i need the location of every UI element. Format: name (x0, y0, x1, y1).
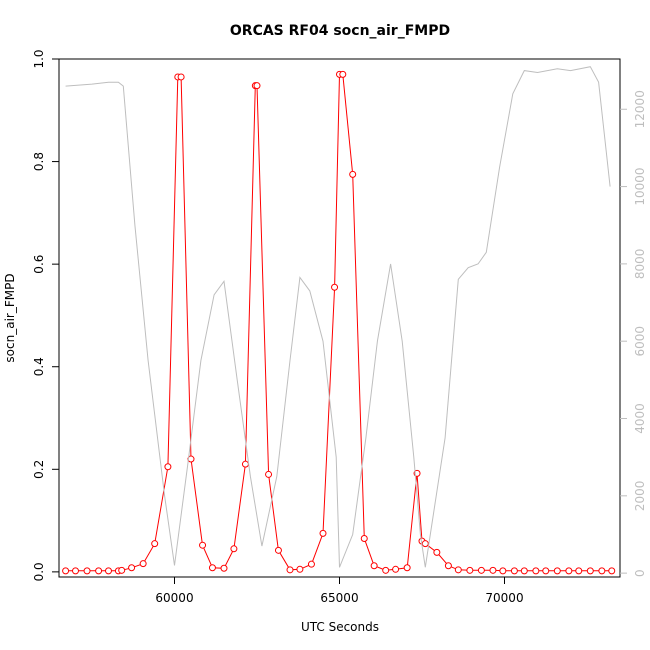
x-tick-label-1: 65000 (320, 591, 358, 605)
y-tick-label-4: 0.8 (32, 152, 46, 171)
data-point-0-45 (499, 567, 507, 575)
data-point-0-6 (118, 566, 126, 574)
data-point-0-40 (444, 562, 452, 570)
data-point-0-51 (565, 567, 573, 575)
data-point-0-26 (319, 529, 327, 537)
data-point-0-18 (241, 460, 249, 468)
data-point-0-53 (586, 567, 594, 575)
data-point-0-43 (477, 566, 485, 574)
y-right-tick-label-1: 2000 (633, 481, 647, 512)
data-point-0-17 (230, 545, 238, 553)
data-point-0-22 (274, 546, 282, 554)
data-point-0-49 (542, 567, 550, 575)
data-point-0-44 (489, 566, 497, 574)
data-point-0-46 (510, 567, 518, 575)
y-tick-label-0: 0.0 (32, 562, 46, 581)
data-point-0-54 (598, 567, 606, 575)
data-point-0-1 (72, 567, 79, 575)
data-point-0-12 (177, 73, 185, 81)
data-point-0-50 (553, 567, 561, 575)
data-point-0-35 (403, 564, 411, 572)
data-point-0-23 (286, 566, 294, 574)
data-point-0-8 (139, 560, 147, 568)
y-tick-label-5: 1.0 (32, 49, 46, 68)
data-point-0-47 (520, 567, 528, 575)
data-point-0-10 (164, 463, 172, 471)
data-point-0-55 (608, 567, 616, 575)
data-point-0-14 (199, 541, 207, 549)
y-right-tick-label-0: 0 (633, 569, 647, 577)
y-tick-label-1: 0.2 (32, 460, 46, 479)
data-point-0-9 (151, 540, 159, 548)
data-point-0-16 (220, 564, 228, 572)
y-axis-label: socn_air_FMPD (3, 273, 17, 362)
y-right-tick-label-3: 6000 (633, 326, 647, 357)
y-right-tick-label-5: 10000 (633, 167, 647, 205)
series-line-1 (65, 66, 611, 568)
plot-frame (58, 58, 621, 578)
x-tick-label-0: 60000 (155, 591, 193, 605)
y-right-tick-label-6: 12000 (633, 90, 647, 128)
data-point-0-52 (575, 567, 583, 575)
data-point-0-4 (105, 567, 112, 575)
y-tick-label-2: 0.4 (32, 357, 46, 376)
data-point-0-2 (83, 567, 91, 575)
data-point-0-39 (433, 548, 441, 556)
series-line-0 (65, 73, 612, 572)
data-point-0-0 (62, 567, 70, 575)
data-point-0-20 (253, 82, 261, 90)
y-right-tick-label-2: 4000 (633, 403, 647, 434)
y-right-tick-label-4: 8000 (633, 249, 647, 280)
data-point-0-30 (349, 170, 357, 178)
data-point-0-24 (296, 565, 304, 573)
x-axis-label: UTC Seconds (301, 620, 379, 634)
y-tick-label-3: 0.6 (32, 255, 46, 274)
data-point-0-27 (331, 283, 339, 291)
data-point-0-34 (392, 565, 400, 573)
data-point-0-48 (532, 567, 540, 575)
data-point-0-38 (421, 540, 429, 548)
data-point-0-33 (382, 566, 390, 574)
chart-title: ORCAS RF04 socn_air_FMPD (230, 23, 450, 39)
data-point-0-25 (307, 560, 315, 568)
data-point-0-41 (454, 566, 462, 574)
data-point-0-42 (466, 566, 474, 574)
data-point-0-31 (360, 535, 368, 543)
data-point-0-29 (339, 70, 347, 78)
data-point-0-21 (265, 470, 273, 478)
data-point-0-7 (128, 564, 136, 572)
data-point-0-15 (208, 564, 216, 572)
data-point-0-3 (95, 567, 103, 575)
data-point-0-32 (370, 562, 378, 570)
x-tick-label-2: 70000 (485, 591, 523, 605)
